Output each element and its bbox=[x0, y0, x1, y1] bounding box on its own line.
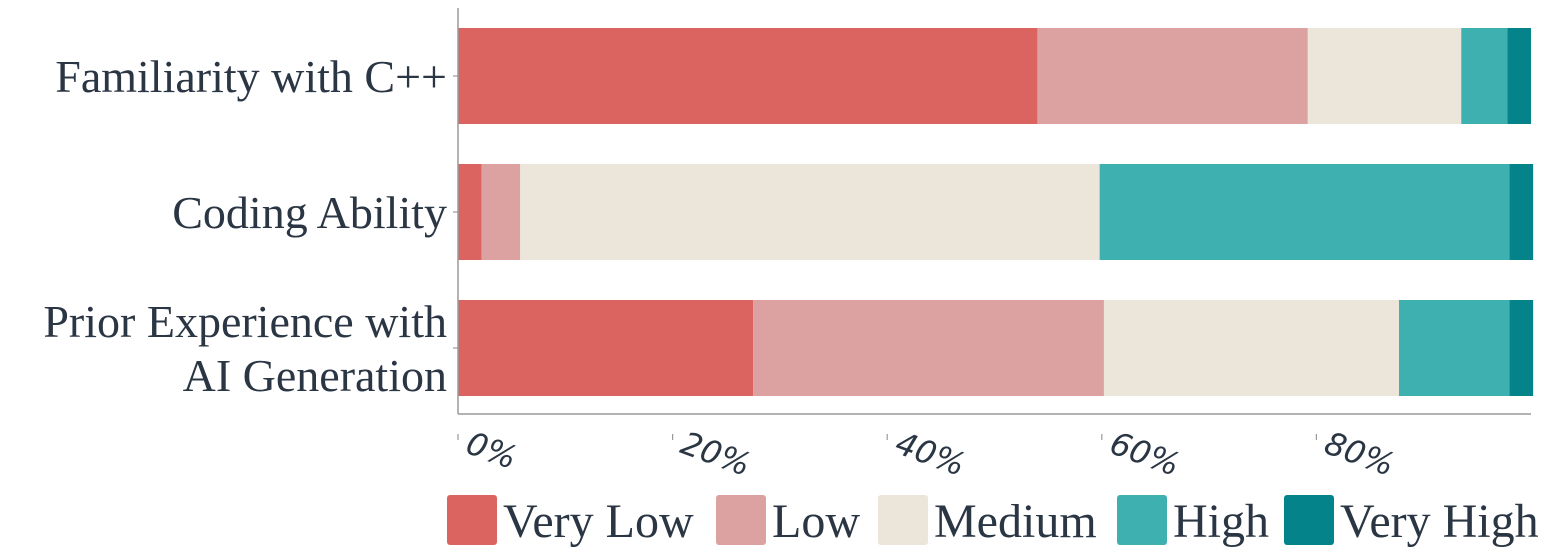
bar-segment-low-2 bbox=[753, 300, 1104, 396]
legend: Very Low Low Medium High Very High bbox=[447, 495, 1539, 548]
legend-label-medium: Medium bbox=[934, 495, 1097, 548]
bar-segment-low-0 bbox=[1037, 28, 1308, 124]
x-tick-label: 20% bbox=[676, 424, 756, 484]
category-labels: Familiarity with C++ Coding Ability Prior … bbox=[43, 51, 447, 401]
bar-segment-very-high-1 bbox=[1509, 164, 1534, 260]
x-tick-label: 60% bbox=[1105, 424, 1185, 484]
category-label: Prior Experience with AI Generation bbox=[43, 296, 447, 401]
bar-segment-very-low-2 bbox=[458, 300, 754, 396]
legend-swatch-very-low bbox=[447, 495, 497, 545]
bar-segment-high-0 bbox=[1461, 28, 1508, 124]
bar-segment-medium-1 bbox=[520, 164, 1100, 260]
x-tick-labels: 0% 20% 40% 60% 80% bbox=[457, 424, 1400, 484]
axes-layer bbox=[453, 8, 1531, 415]
bar-segment-medium-2 bbox=[1103, 300, 1400, 396]
bar-segment-medium-0 bbox=[1307, 28, 1462, 124]
bar-segment-high-1 bbox=[1099, 164, 1510, 260]
bar-segment-very-low-1 bbox=[458, 164, 482, 260]
x-tick-label: 80% bbox=[1320, 424, 1400, 484]
legend-swatch-very-high bbox=[1284, 495, 1334, 545]
bar-segment-low-1 bbox=[481, 164, 521, 260]
category-label: Familiarity with C++ bbox=[55, 51, 447, 102]
legend-swatch-low bbox=[716, 495, 766, 545]
legend-swatch-medium bbox=[878, 495, 928, 545]
x-tick-label: 0% bbox=[461, 424, 522, 477]
bar-segment-high-2 bbox=[1399, 300, 1510, 396]
x-tick-label: 40% bbox=[890, 424, 970, 484]
bar-segment-very-high-2 bbox=[1509, 300, 1534, 396]
legend-label-very-low: Very Low bbox=[503, 495, 694, 548]
bar-segment-very-low-0 bbox=[458, 28, 1038, 124]
bar-segment-very-high-0 bbox=[1507, 28, 1531, 124]
legend-label-high: High bbox=[1173, 495, 1269, 548]
legend-swatch-high bbox=[1117, 495, 1167, 545]
bars-layer bbox=[458, 28, 1534, 396]
legend-label-low: Low bbox=[772, 495, 860, 548]
category-label: Coding Ability bbox=[172, 187, 447, 238]
legend-label-very-high: Very High bbox=[1340, 495, 1539, 548]
